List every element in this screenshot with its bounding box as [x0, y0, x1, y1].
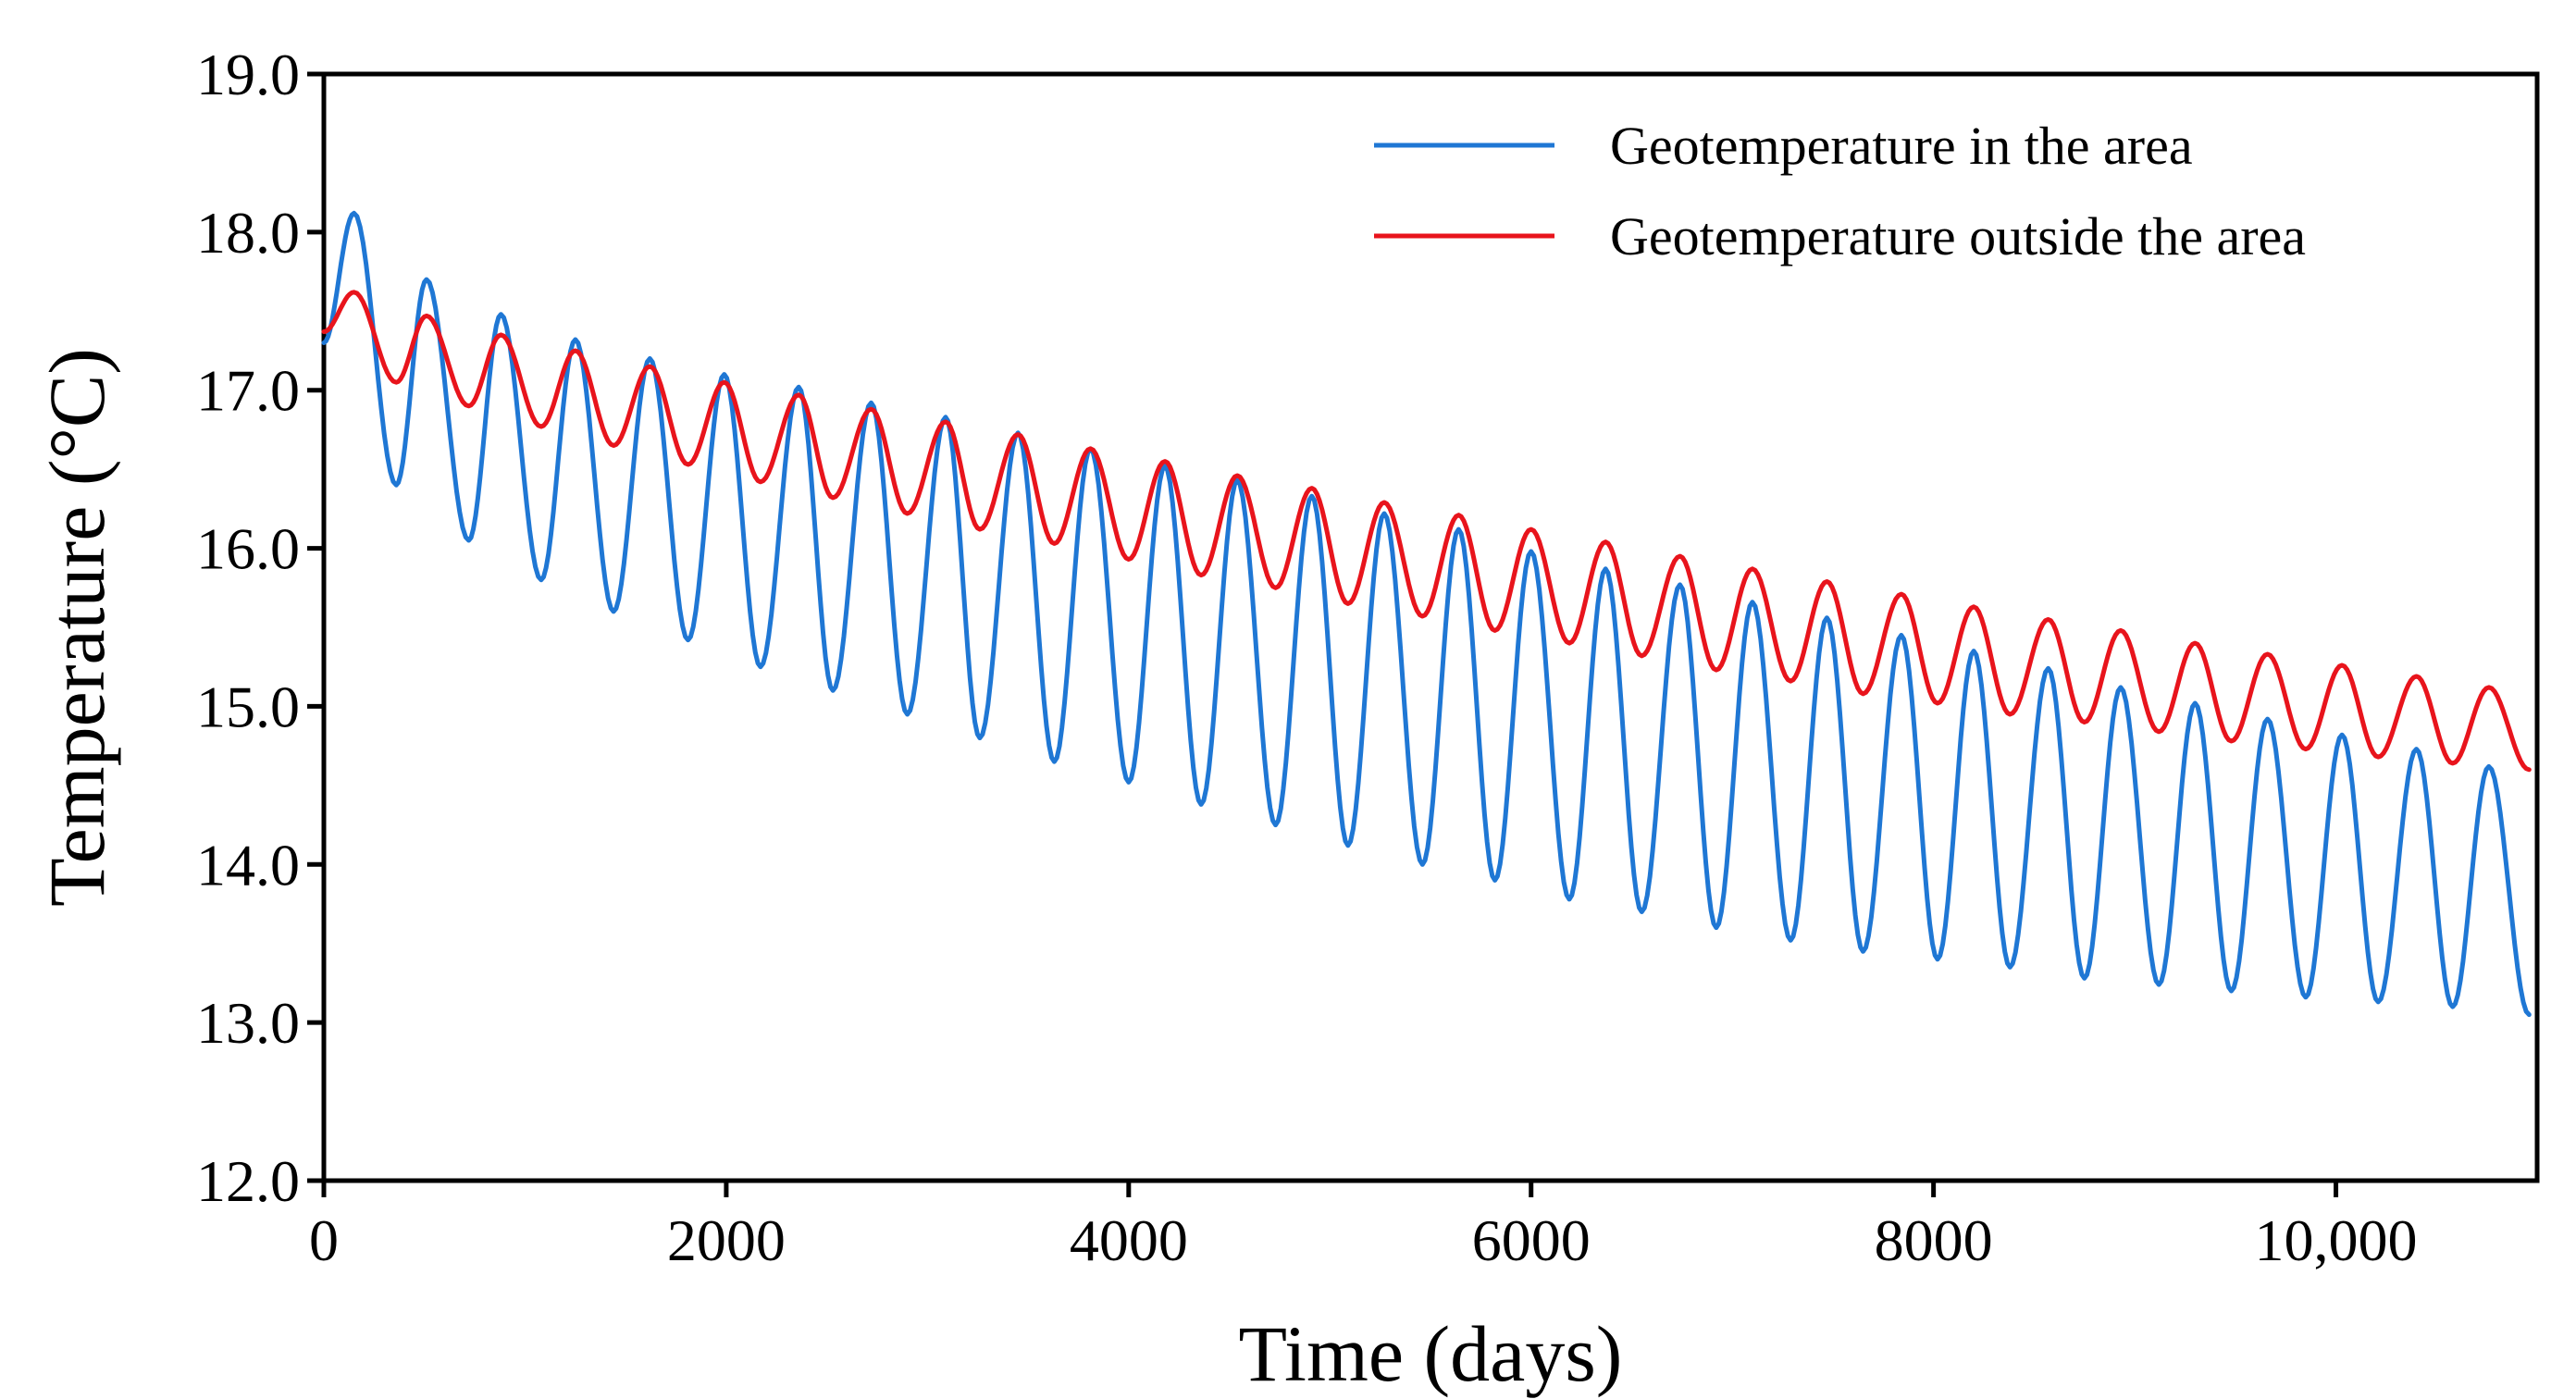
y-tick-label: 15.0	[196, 674, 300, 739]
plot-area	[321, 71, 2540, 1183]
series-line-1	[321, 290, 2532, 773]
x-tick-label: 0	[309, 1207, 339, 1273]
x-tick-label: 10,000	[2255, 1207, 2418, 1273]
y-tick-label: 16.0	[196, 516, 300, 582]
x-tick-label: 6000	[1472, 1207, 1591, 1273]
y-tick-label: 17.0	[196, 358, 300, 424]
y-axis: 12.0 13.0 14.0 15.0 16.0 17.0 18.0 19.0	[196, 42, 324, 1214]
x-tick-label: 4000	[1070, 1207, 1188, 1273]
x-tick-label: 2000	[667, 1207, 786, 1273]
x-axis: 0 2000 4000 6000 8000 10,000	[309, 1181, 2418, 1273]
series-layer	[321, 210, 2532, 1018]
plot-frame	[321, 71, 2540, 1183]
legend-label-outside-area: Geotemperature outside the area	[1610, 206, 2306, 266]
x-axis-title: Time (days)	[1239, 1309, 1623, 1398]
y-axis-title: Temperature (°C)	[32, 348, 121, 907]
y-tick-label: 13.0	[196, 990, 300, 1056]
y-tick-label: 14.0	[196, 832, 300, 898]
y-tick-label: 19.0	[196, 42, 300, 107]
y-tick-label: 12.0	[196, 1148, 300, 1214]
series-line-0	[321, 210, 2532, 1018]
y-tick-label: 18.0	[196, 200, 300, 266]
x-tick-label: 8000	[1875, 1207, 1993, 1273]
legend-label-in-area: Geotemperature in the area	[1610, 116, 2193, 176]
legend: Geotemperature in the area Geotemperatur…	[1374, 116, 2306, 266]
